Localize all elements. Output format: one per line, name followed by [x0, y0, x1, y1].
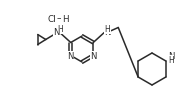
Text: N: N	[104, 28, 110, 37]
Text: –: –	[57, 15, 61, 24]
Text: H: H	[168, 56, 174, 65]
Text: N: N	[54, 28, 60, 37]
Text: H: H	[62, 15, 68, 24]
Text: Cl: Cl	[48, 15, 56, 24]
Text: N: N	[68, 51, 74, 60]
Text: H: H	[57, 25, 63, 33]
Text: N: N	[90, 51, 97, 60]
Text: N: N	[168, 51, 174, 60]
Text: H: H	[104, 25, 110, 33]
